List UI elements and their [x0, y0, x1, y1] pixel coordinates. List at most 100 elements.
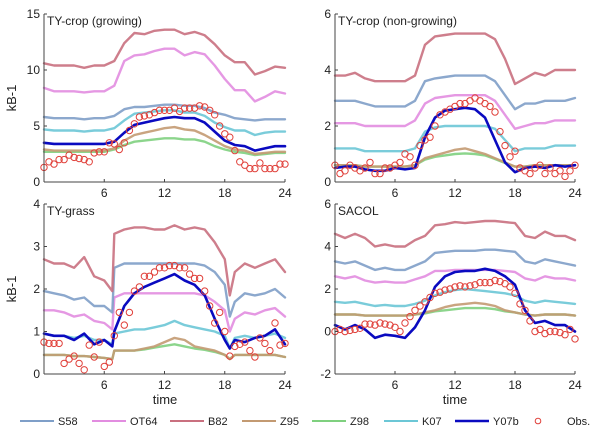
obs-point — [135, 283, 144, 291]
series-line-z95 — [42, 125, 287, 156]
obs-point — [130, 287, 139, 295]
x-tick-label: 12 — [158, 186, 172, 200]
obs-point — [561, 172, 569, 181]
obs-point — [90, 353, 98, 361]
obs-point — [416, 141, 424, 150]
obs-point — [105, 139, 114, 147]
legend-marker — [534, 417, 542, 425]
obs-point — [451, 283, 459, 291]
obs-point — [70, 352, 78, 360]
obs-point — [436, 288, 444, 296]
legend-item-obs: Obs. — [534, 416, 590, 428]
obs-point — [180, 264, 189, 272]
obs-point — [125, 126, 134, 135]
y-tick-label: 0 — [324, 175, 331, 189]
obs-point — [281, 160, 289, 168]
obs-point — [80, 155, 88, 164]
obs-point — [536, 325, 544, 334]
obs-point — [561, 331, 569, 339]
obs-point — [276, 160, 284, 168]
y-tick-label: -2 — [320, 367, 331, 381]
panel-title: SACOL — [338, 204, 379, 218]
obs-point — [231, 146, 239, 155]
obs-point — [361, 320, 369, 328]
obs-point — [160, 264, 169, 272]
obs-point — [371, 321, 379, 329]
y-tick-label: 0 — [33, 367, 40, 381]
obs-point — [130, 120, 139, 128]
obs-point — [246, 346, 254, 355]
obs-point — [441, 286, 449, 294]
x-tick-label: 24 — [278, 186, 292, 200]
obs-point — [140, 272, 149, 280]
series-line-b82 — [333, 32, 577, 86]
obs-point — [496, 127, 504, 136]
y-axis-label: kB-1 — [4, 276, 19, 303]
x-axis-label: time — [153, 392, 178, 407]
obs-point — [281, 339, 289, 348]
obs-point — [266, 164, 274, 173]
obs-point — [551, 327, 559, 336]
obs-point — [361, 164, 369, 172]
legend: S58 OT64 B82 Z95 Z98 K07 Y07b Obs. — [20, 416, 590, 428]
series-line-k07 — [42, 109, 287, 137]
obs-point — [431, 122, 439, 130]
obs-point — [546, 164, 554, 172]
obs-point — [406, 312, 414, 321]
obs-markers — [40, 261, 289, 374]
obs-point — [406, 153, 414, 161]
obs-point — [170, 104, 179, 112]
obs-point — [556, 167, 564, 175]
obs-point — [476, 278, 484, 287]
obs-point — [115, 308, 124, 317]
obs-point — [195, 102, 204, 110]
x-tick-label: 12 — [448, 186, 462, 200]
panel-title: TY-grass — [47, 204, 95, 218]
series-line-s58 — [42, 262, 287, 318]
obs-point — [55, 339, 63, 348]
y-tick-label: 6 — [324, 197, 331, 211]
obs-point — [526, 317, 534, 325]
x-tick-label: 6 — [392, 186, 399, 200]
series-line-z95 — [42, 336, 287, 361]
obs-point — [231, 342, 239, 351]
obs-point — [421, 298, 429, 306]
obs-point — [426, 133, 434, 141]
legend-item-y07b: Y07b — [455, 416, 519, 428]
x-tick-label: 6 — [392, 378, 399, 392]
obs-point — [45, 339, 53, 348]
obs-point — [566, 325, 574, 334]
obs-point — [491, 108, 499, 116]
obs-point — [336, 325, 344, 334]
obs-point — [541, 169, 549, 178]
legend-label: S58 — [58, 416, 78, 428]
obs-point — [201, 103, 209, 111]
y-tick-label: 5 — [33, 119, 40, 133]
x-tick-label: 12 — [448, 378, 462, 392]
obs-point — [341, 327, 349, 336]
obs-point — [481, 278, 489, 287]
obs-point — [466, 282, 474, 290]
obs-point — [266, 346, 274, 355]
obs-point — [211, 111, 219, 119]
obs-point — [180, 104, 189, 112]
obs-point — [446, 285, 454, 293]
obs-point — [105, 358, 114, 366]
obs-point — [526, 169, 534, 178]
obs-point — [506, 153, 514, 161]
obs-point — [346, 326, 354, 335]
obs-point — [155, 264, 164, 272]
series-line-k07 — [333, 287, 577, 308]
y-tick-label: 2 — [33, 282, 40, 296]
panel-ty-crop-growing: TY-crop (growing) kB-1 6 12 18 24 0 5 10 15 — [4, 7, 292, 200]
obs-point — [80, 366, 88, 374]
series-line-ot64 — [333, 94, 577, 130]
legend-item-k07: K07 — [384, 416, 442, 428]
obs-point — [371, 169, 379, 178]
legend-item-b82: B82 — [170, 416, 228, 428]
obs-point — [50, 339, 58, 348]
obs-point — [486, 278, 494, 287]
legend-label: Z98 — [350, 416, 369, 428]
obs-point — [135, 113, 144, 121]
